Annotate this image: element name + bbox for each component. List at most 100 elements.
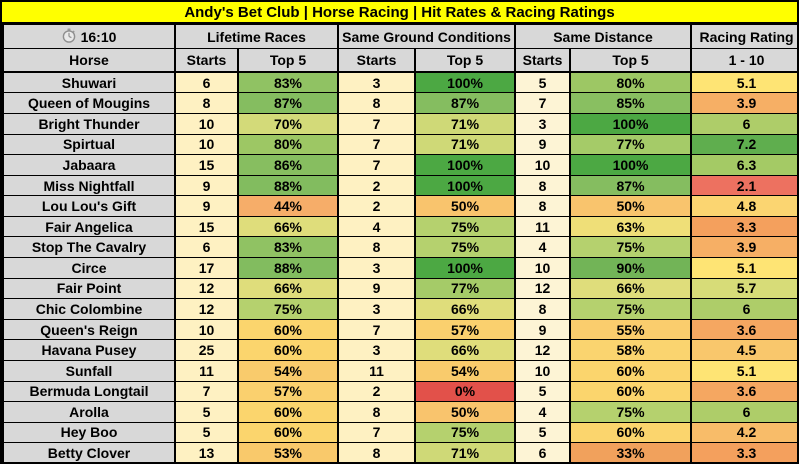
ground-top5-cell[interactable]: 100%: [414, 174, 517, 197]
rating-cell[interactable]: 4.8: [690, 195, 797, 217]
distance-starts-cell[interactable]: 8: [514, 195, 572, 217]
group-header-same-ground-conditions[interactable]: Same Ground Conditions: [337, 23, 517, 50]
time-cell[interactable]: 16:10: [2, 23, 176, 50]
lifetime-top5-cell[interactable]: 80%: [236, 133, 340, 156]
horse-name-cell[interactable]: Jabaara: [2, 154, 176, 176]
distance-top5-cell[interactable]: 60%: [569, 359, 693, 382]
distance-top5-cell[interactable]: 66%: [569, 277, 693, 300]
distance-starts-cell[interactable]: 4: [514, 401, 572, 423]
lifetime-starts-cell[interactable]: 17: [174, 257, 239, 279]
rating-cell[interactable]: 5.1: [690, 257, 797, 279]
lifetime-top5-cell[interactable]: 44%: [236, 195, 340, 217]
lifetime-starts-cell[interactable]: 13: [174, 442, 239, 462]
ground-starts-cell[interactable]: 2: [337, 380, 417, 403]
horse-name-cell[interactable]: Betty Clover: [2, 442, 176, 462]
lifetime-top5-cell[interactable]: 87%: [236, 92, 340, 114]
ground-top5-cell[interactable]: 71%: [414, 442, 517, 462]
group-header-racing-rating[interactable]: Racing Rating: [690, 23, 797, 50]
ground-top5-cell[interactable]: 75%: [414, 236, 517, 259]
distance-top5-cell[interactable]: 75%: [569, 401, 693, 423]
distance-top5-cell[interactable]: 33%: [569, 442, 693, 462]
distance-top5-cell[interactable]: 75%: [569, 236, 693, 259]
ground-top5-cell[interactable]: 100%: [414, 257, 517, 279]
rating-cell[interactable]: 6: [690, 112, 797, 135]
ground-top5-cell[interactable]: 75%: [414, 215, 517, 238]
lifetime-starts-cell[interactable]: 6: [174, 236, 239, 259]
distance-starts-cell[interactable]: 5: [514, 380, 572, 403]
distance-starts-cell[interactable]: 5: [514, 71, 572, 94]
lifetime-top5-cell[interactable]: 60%: [236, 339, 340, 361]
distance-top5-cell[interactable]: 58%: [569, 339, 693, 361]
lifetime-top5-cell[interactable]: 53%: [236, 442, 340, 462]
ground-starts-cell[interactable]: 3: [337, 339, 417, 361]
column-header-distance-starts[interactable]: Starts: [514, 48, 572, 73]
lifetime-starts-cell[interactable]: 15: [174, 215, 239, 238]
horse-name-cell[interactable]: Miss Nightfall: [2, 174, 176, 197]
ground-top5-cell[interactable]: 57%: [414, 318, 517, 341]
rating-cell[interactable]: 5.1: [690, 359, 797, 382]
lifetime-top5-cell[interactable]: 60%: [236, 421, 340, 444]
rating-cell[interactable]: 3.9: [690, 92, 797, 114]
lifetime-starts-cell[interactable]: 25: [174, 339, 239, 361]
lifetime-top5-cell[interactable]: 88%: [236, 257, 340, 279]
ground-top5-cell[interactable]: 0%: [414, 380, 517, 403]
distance-starts-cell[interactable]: 8: [514, 298, 572, 320]
lifetime-starts-cell[interactable]: 11: [174, 359, 239, 382]
ground-starts-cell[interactable]: 3: [337, 71, 417, 94]
distance-top5-cell[interactable]: 63%: [569, 215, 693, 238]
rating-cell[interactable]: 2.1: [690, 174, 797, 197]
ground-top5-cell[interactable]: 87%: [414, 92, 517, 114]
rating-cell[interactable]: 4.2: [690, 421, 797, 444]
horse-name-cell[interactable]: Chic Colombine: [2, 298, 176, 320]
horse-name-cell[interactable]: Spirtual: [2, 133, 176, 156]
column-header-rating-scale[interactable]: 1 - 10: [690, 48, 797, 73]
ground-starts-cell[interactable]: 8: [337, 236, 417, 259]
rating-cell[interactable]: 6.3: [690, 154, 797, 176]
ground-starts-cell[interactable]: 7: [337, 133, 417, 156]
ground-top5-cell[interactable]: 77%: [414, 277, 517, 300]
column-header-ground-top5[interactable]: Top 5: [414, 48, 517, 73]
lifetime-top5-cell[interactable]: 54%: [236, 359, 340, 382]
ground-starts-cell[interactable]: 8: [337, 442, 417, 462]
lifetime-starts-cell[interactable]: 9: [174, 195, 239, 217]
lifetime-starts-cell[interactable]: 9: [174, 174, 239, 197]
lifetime-starts-cell[interactable]: 10: [174, 112, 239, 135]
ground-starts-cell[interactable]: 2: [337, 195, 417, 217]
distance-starts-cell[interactable]: 12: [514, 277, 572, 300]
ground-top5-cell[interactable]: 50%: [414, 401, 517, 423]
distance-top5-cell[interactable]: 87%: [569, 174, 693, 197]
horse-name-cell[interactable]: Queen of Mougins: [2, 92, 176, 114]
lifetime-starts-cell[interactable]: 12: [174, 298, 239, 320]
distance-starts-cell[interactable]: 3: [514, 112, 572, 135]
horse-name-cell[interactable]: Stop The Cavalry: [2, 236, 176, 259]
lifetime-starts-cell[interactable]: 6: [174, 71, 239, 94]
distance-starts-cell[interactable]: 5: [514, 421, 572, 444]
lifetime-top5-cell[interactable]: 88%: [236, 174, 340, 197]
ground-starts-cell[interactable]: 8: [337, 92, 417, 114]
lifetime-top5-cell[interactable]: 83%: [236, 236, 340, 259]
ground-top5-cell[interactable]: 54%: [414, 359, 517, 382]
distance-starts-cell[interactable]: 7: [514, 92, 572, 114]
ground-starts-cell[interactable]: 7: [337, 318, 417, 341]
distance-starts-cell[interactable]: 9: [514, 318, 572, 341]
distance-starts-cell[interactable]: 9: [514, 133, 572, 156]
lifetime-starts-cell[interactable]: 5: [174, 401, 239, 423]
horse-name-cell[interactable]: Hey Boo: [2, 421, 176, 444]
lifetime-starts-cell[interactable]: 7: [174, 380, 239, 403]
lifetime-top5-cell[interactable]: 86%: [236, 154, 340, 176]
lifetime-top5-cell[interactable]: 70%: [236, 112, 340, 135]
horse-name-cell[interactable]: Fair Angelica: [2, 215, 176, 238]
rating-cell[interactable]: 3.6: [690, 318, 797, 341]
column-header-lifetime-starts[interactable]: Starts: [174, 48, 239, 73]
rating-cell[interactable]: 7.2: [690, 133, 797, 156]
ground-top5-cell[interactable]: 50%: [414, 195, 517, 217]
horse-name-cell[interactable]: Fair Point: [2, 277, 176, 300]
ground-top5-cell[interactable]: 71%: [414, 133, 517, 156]
rating-cell[interactable]: 6: [690, 401, 797, 423]
distance-starts-cell[interactable]: 11: [514, 215, 572, 238]
ground-top5-cell[interactable]: 66%: [414, 298, 517, 320]
column-header-lifetime-top5[interactable]: Top 5: [236, 48, 340, 73]
ground-starts-cell[interactable]: 3: [337, 257, 417, 279]
column-header-ground-starts[interactable]: Starts: [337, 48, 417, 73]
ground-top5-cell[interactable]: 66%: [414, 339, 517, 361]
